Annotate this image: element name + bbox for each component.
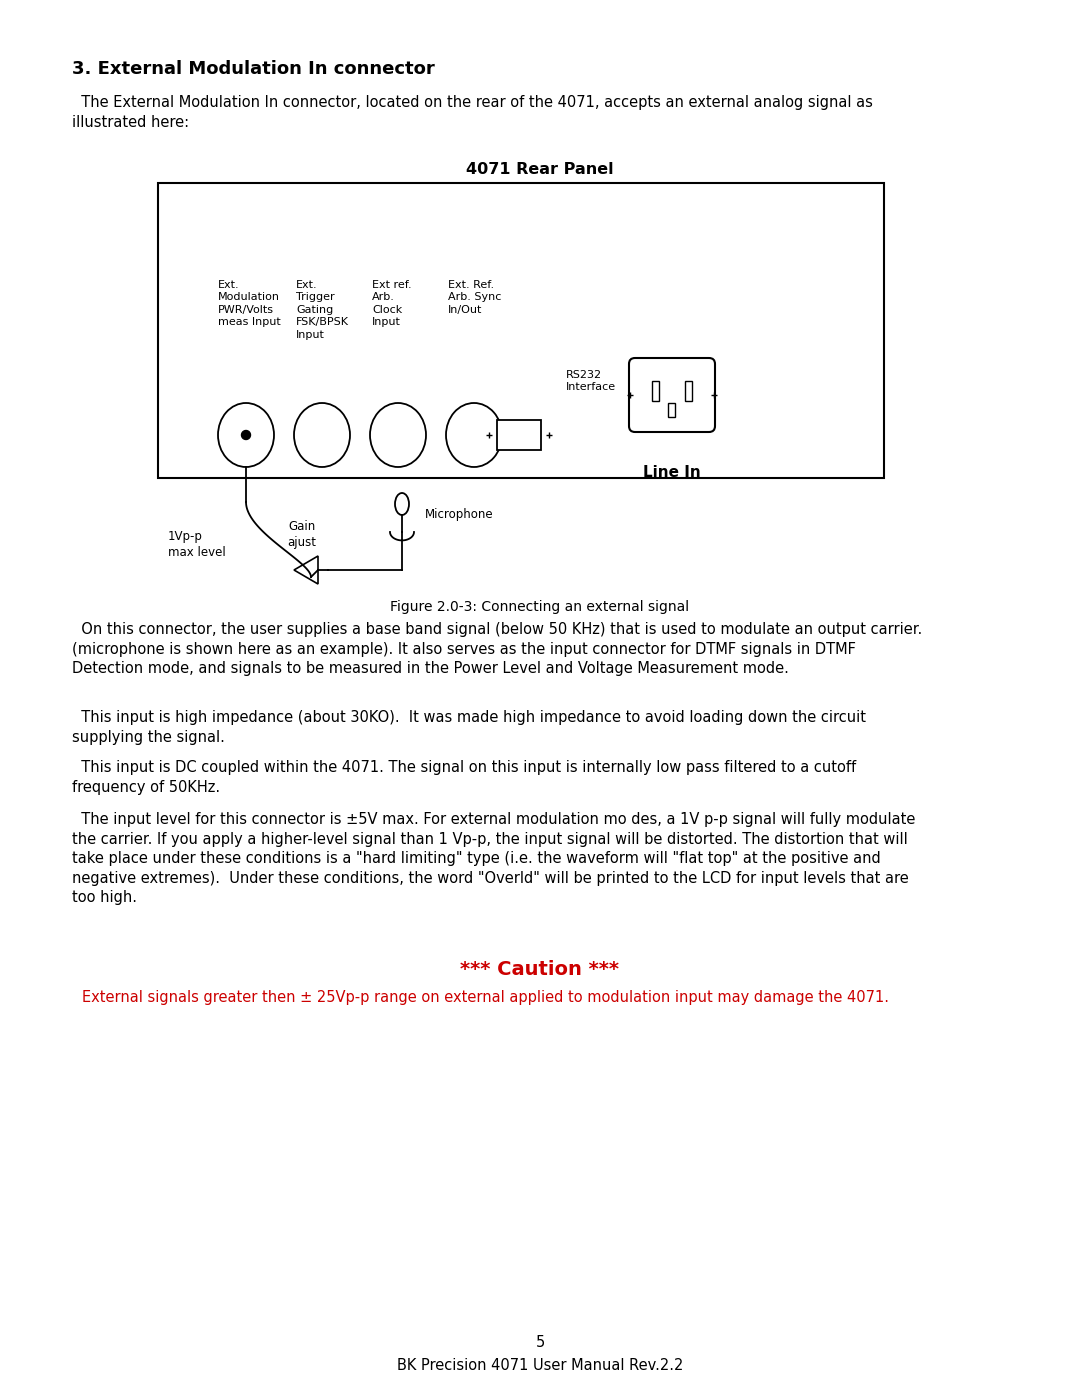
Text: Ext ref.
Arb.
Clock
Input: Ext ref. Arb. Clock Input [372, 279, 411, 327]
Text: Ext. Ref.
Arb. Sync
In/Out: Ext. Ref. Arb. Sync In/Out [448, 279, 501, 314]
Text: The External Modulation In connector, located on the rear of the 4071, accepts a: The External Modulation In connector, lo… [72, 95, 873, 130]
Ellipse shape [395, 493, 409, 515]
Text: 5: 5 [536, 1336, 544, 1350]
Text: External signals greater then ± 25Vp-p range on external applied to modulation i: External signals greater then ± 25Vp-p r… [82, 990, 889, 1004]
Text: The input level for this connector is ±5V max. For external modulation mo des, a: The input level for this connector is ±5… [72, 812, 916, 905]
Text: Line In: Line In [643, 465, 701, 481]
Bar [685, 381, 692, 401]
Text: Ext.
Modulation
PWR/Volts
meas Input: Ext. Modulation PWR/Volts meas Input [218, 279, 281, 327]
Polygon shape [294, 556, 318, 584]
Ellipse shape [446, 402, 502, 467]
Text: 3. External Modulation In connector: 3. External Modulation In connector [72, 60, 435, 78]
Ellipse shape [218, 402, 274, 467]
Ellipse shape [294, 402, 350, 467]
FancyBboxPatch shape [629, 358, 715, 432]
Text: Gain
ajust: Gain ajust [287, 520, 316, 549]
Text: RS232
Interface: RS232 Interface [566, 370, 616, 393]
Text: This input is high impedance (about 30KO).  It was made high impedance to avoid : This input is high impedance (about 30KO… [72, 710, 866, 745]
Text: This input is DC coupled within the 4071. The signal on this input is internally: This input is DC coupled within the 4071… [72, 760, 856, 795]
Bar [652, 381, 659, 401]
Text: *** Caution ***: *** Caution *** [460, 960, 620, 979]
Text: BK Precision 4071 User Manual Rev.2.2: BK Precision 4071 User Manual Rev.2.2 [396, 1358, 684, 1373]
Bar [669, 402, 675, 416]
Text: 1Vp-p
max level: 1Vp-p max level [168, 529, 226, 559]
Text: Microphone: Microphone [426, 509, 494, 521]
Ellipse shape [370, 402, 426, 467]
Text: 4071 Rear Panel: 4071 Rear Panel [467, 162, 613, 177]
Circle shape [242, 430, 251, 440]
Text: Ext.
Trigger
Gating
FSK/BPSK
Input: Ext. Trigger Gating FSK/BPSK Input [296, 279, 349, 339]
Text: On this connector, the user supplies a base band signal (below 50 KHz) that is u: On this connector, the user supplies a b… [72, 622, 922, 676]
Bar [497, 420, 541, 450]
Bar [158, 183, 885, 478]
Text: Figure 2.0-3: Connecting an external signal: Figure 2.0-3: Connecting an external sig… [391, 599, 689, 615]
